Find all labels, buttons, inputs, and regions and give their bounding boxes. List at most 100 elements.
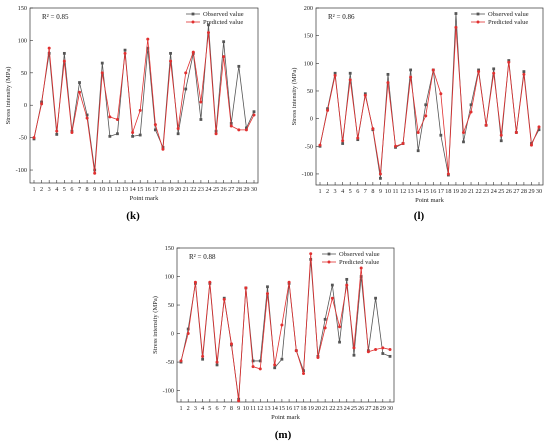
data-point-predicted xyxy=(386,81,390,85)
x-axis-label: Point mark xyxy=(130,195,159,202)
x-tick-label: 2 xyxy=(187,405,190,412)
data-point-predicted xyxy=(273,363,277,367)
x-tick-label: 10 xyxy=(99,186,105,193)
data-point-observed xyxy=(258,359,262,363)
x-tick-label: 3 xyxy=(334,188,337,195)
data-point-predicted xyxy=(237,128,241,132)
data-point-observed xyxy=(341,142,345,145)
data-point-predicted xyxy=(115,117,119,121)
data-point-predicted xyxy=(416,130,420,134)
x-tick-label: 7 xyxy=(364,188,367,195)
data-point-observed xyxy=(108,134,112,138)
data-point-predicted xyxy=(318,143,322,147)
data-point-observed xyxy=(245,126,248,130)
x-tick-label: 23 xyxy=(483,188,489,195)
x-tick-label: 16 xyxy=(286,405,292,412)
data-point-observed xyxy=(215,363,219,367)
x-tick-label: 20 xyxy=(175,186,181,193)
panel-label-close: ) xyxy=(136,210,140,222)
series-line-observed xyxy=(319,13,540,179)
data-point-observed xyxy=(266,285,269,289)
x-tick-label: 24 xyxy=(491,188,497,195)
x-tick-label: 18 xyxy=(300,405,306,412)
data-point-predicted xyxy=(287,280,291,284)
data-point-predicted xyxy=(229,342,233,346)
x-tick-label: 22 xyxy=(475,188,481,195)
x-tick-label: 26 xyxy=(221,186,227,193)
x-tick-label: 20 xyxy=(460,188,466,195)
data-point-observed xyxy=(100,61,104,65)
data-point-predicted xyxy=(40,102,44,106)
panel-label-close: ) xyxy=(421,210,425,222)
panel-label-open: ( xyxy=(126,210,130,222)
x-tick-label: 21 xyxy=(468,188,474,195)
plot-frame xyxy=(176,247,395,403)
x-tick-label: 26 xyxy=(506,188,512,195)
data-point-observed xyxy=(492,67,496,71)
data-point-predicted xyxy=(388,348,392,352)
data-point-predicted xyxy=(401,142,405,146)
data-point-predicted xyxy=(302,371,306,375)
legend-label: Predicted value xyxy=(339,259,379,266)
legend-label: Observed value xyxy=(488,11,529,18)
data-point-observed xyxy=(359,275,363,278)
data-point-observed xyxy=(62,51,66,55)
data-point-predicted xyxy=(100,71,104,75)
data-point-predicted xyxy=(461,130,465,134)
x-tick-label: 8 xyxy=(230,405,233,412)
x-tick-label: 8 xyxy=(86,186,89,193)
x-tick-label: 13 xyxy=(264,405,270,412)
data-point-predicted xyxy=(244,128,248,132)
y-tick-label: 50 xyxy=(307,88,313,95)
data-point-predicted xyxy=(214,132,218,136)
panel-label: (k) xyxy=(126,210,140,222)
x-tick-label: 24 xyxy=(344,405,350,412)
y-tick-label: -100 xyxy=(302,171,313,178)
x-tick-label: 1 xyxy=(318,188,321,195)
data-point-predicted xyxy=(252,113,256,117)
data-point-observed xyxy=(153,128,157,132)
data-point-observed xyxy=(469,103,473,107)
data-point-predicted xyxy=(191,50,195,54)
data-point-predicted xyxy=(169,59,173,63)
data-point-predicted xyxy=(363,93,367,97)
data-point-predicted xyxy=(280,323,284,327)
data-point-observed xyxy=(330,283,334,287)
data-point-predicted xyxy=(381,346,385,350)
x-tick-label: 11 xyxy=(250,405,256,412)
data-point-observed xyxy=(199,118,203,121)
data-point-observed xyxy=(462,140,465,144)
data-point-observed xyxy=(222,40,226,44)
data-point-observed xyxy=(363,92,367,96)
data-point-predicted xyxy=(439,92,443,96)
data-point-observed xyxy=(356,138,360,142)
data-point-predicted xyxy=(265,292,269,296)
plot-frame xyxy=(315,7,544,186)
data-point-observed xyxy=(201,357,205,361)
y-tick-label: 0 xyxy=(24,102,27,109)
data-point-predicted xyxy=(348,78,352,82)
x-axis-label: Point mark xyxy=(415,197,444,204)
data-point-observed xyxy=(252,110,256,114)
x-tick-label: 10 xyxy=(243,405,249,412)
y-axis-label: Stress intensity (MPa) xyxy=(152,296,159,354)
data-point-predicted xyxy=(62,59,66,63)
x-tick-label: 23 xyxy=(198,186,204,193)
x-tick-label: 20 xyxy=(315,405,321,412)
data-point-observed xyxy=(138,133,142,137)
x-axis-label: Point mark xyxy=(271,414,300,421)
data-point-observed xyxy=(424,103,428,107)
data-point-predicted xyxy=(138,108,142,112)
x-tick-label: 9 xyxy=(379,188,382,195)
y-tick-label: 150 xyxy=(18,5,27,12)
data-point-predicted xyxy=(454,25,458,29)
data-point-predicted xyxy=(208,280,212,284)
data-point-observed xyxy=(169,51,172,55)
x-tick-label: 2 xyxy=(326,188,329,195)
x-tick-label: 12 xyxy=(257,405,263,412)
data-point-predicted xyxy=(338,325,342,329)
data-point-predicted xyxy=(78,90,82,94)
